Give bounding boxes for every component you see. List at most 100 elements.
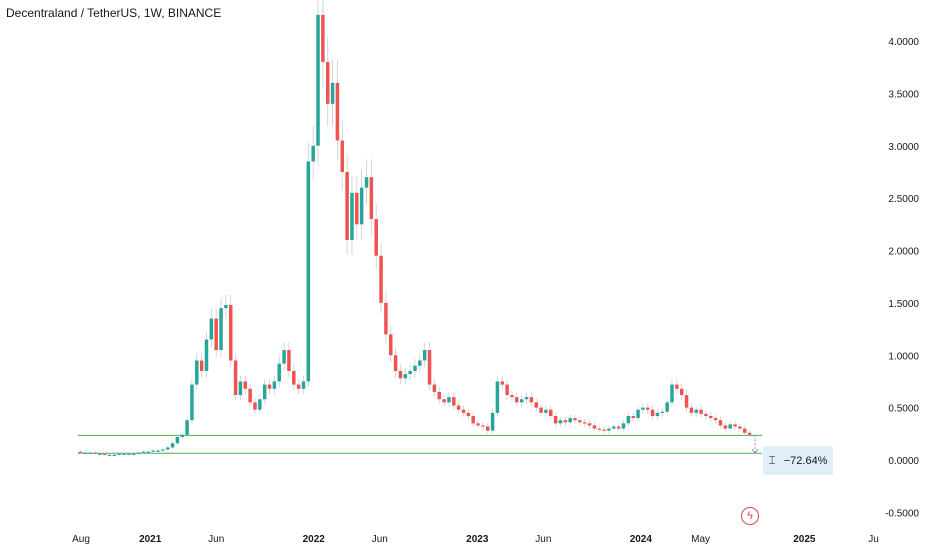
candle-body — [718, 420, 723, 426]
candle-body — [524, 397, 529, 400]
candle-body — [529, 397, 534, 403]
candle-body — [447, 397, 451, 403]
candle-body — [646, 407, 650, 410]
candle-body — [306, 161, 311, 382]
x-axis: Aug 2021 Jun 2022 Jun 2023 Jun 2024 May 2025 Ju — [72, 534, 879, 545]
measure-arrow — [751, 435, 759, 455]
candle-body — [495, 381, 500, 413]
candle-body — [660, 411, 665, 414]
candle-body — [175, 436, 180, 444]
horizontal-levels — [78, 434, 762, 454]
candle-body — [422, 350, 427, 361]
candle-body — [228, 304, 233, 361]
candle-body — [485, 426, 490, 431]
candle-body — [335, 82, 340, 141]
x-tick-label: May — [691, 534, 710, 545]
flash-icon[interactable]: ϟ — [741, 507, 759, 525]
candle-body — [165, 447, 170, 450]
candle-body — [287, 350, 291, 371]
candle-body — [321, 14, 325, 62]
candle-body — [481, 425, 485, 427]
candle-body — [311, 145, 315, 162]
candle-body — [636, 409, 640, 419]
x-tick-label: 2021 — [139, 534, 162, 545]
candle-body — [466, 412, 471, 417]
measure-readout: ⌶ −72.64% — [763, 446, 833, 475]
candle-body — [471, 416, 475, 424]
candle-body — [292, 370, 296, 385]
candle-body — [253, 402, 257, 410]
candle-body — [107, 454, 112, 456]
candle-body — [432, 384, 437, 392]
candle-body — [728, 424, 732, 429]
candle-body — [185, 420, 189, 435]
candle-body — [442, 399, 446, 403]
candle-body — [132, 453, 136, 455]
candle-body — [156, 450, 160, 452]
candle-body — [592, 425, 597, 429]
candle-body — [510, 395, 514, 398]
candle-body — [170, 443, 175, 448]
candle-body — [151, 450, 155, 452]
candle-body — [102, 453, 107, 455]
candle-body — [553, 416, 558, 424]
candle-body — [393, 355, 398, 371]
y-tick-label: 0.0000 — [888, 456, 919, 467]
candle-body — [626, 416, 631, 424]
x-tick-label: Jun — [208, 534, 224, 545]
candle-body — [408, 370, 412, 375]
candle-body — [398, 370, 403, 379]
candle-body — [161, 449, 165, 451]
candle-body — [558, 420, 563, 424]
y-tick-label: 2.5000 — [888, 194, 919, 205]
x-tick-label: Ju — [868, 534, 879, 545]
candle-body — [665, 402, 669, 412]
candle-body — [578, 420, 582, 423]
candle-body — [689, 407, 694, 413]
candle-body — [340, 140, 345, 172]
candle-body — [670, 384, 674, 403]
candle-body — [418, 360, 422, 366]
x-tick-label: Aug — [72, 534, 90, 545]
candle-body — [490, 412, 495, 431]
candle-body — [679, 388, 684, 396]
y-tick-label: 3.5000 — [888, 89, 919, 100]
x-tick-label: 2023 — [466, 534, 489, 545]
candle-body — [587, 423, 592, 426]
candle-body — [738, 426, 742, 429]
candle-body — [122, 453, 126, 455]
candle-body — [296, 384, 301, 389]
x-tick-label: Jun — [535, 534, 551, 545]
candle-body — [195, 360, 199, 385]
candle-body — [243, 381, 248, 389]
candle-body — [330, 82, 335, 104]
candle-body — [655, 412, 660, 417]
candle-body — [389, 334, 393, 356]
candle-body — [733, 424, 737, 427]
candle-body — [267, 384, 272, 389]
candle-body — [500, 381, 505, 385]
y-axis: 4.0000 3.5000 3.0000 2.5000 2.0000 1.5000 1.00… — [885, 37, 919, 519]
candle-body — [350, 192, 354, 241]
candle-body — [83, 452, 88, 454]
candle-body — [272, 381, 277, 389]
candle-body — [190, 384, 194, 421]
candle-body — [146, 451, 151, 453]
candle-body — [78, 451, 83, 453]
candle-body — [282, 350, 286, 364]
candle-body — [568, 418, 572, 423]
candle-body — [258, 399, 262, 410]
candle-body — [602, 429, 606, 431]
candle-body — [180, 434, 184, 437]
y-tick-label: 3.0000 — [888, 142, 919, 153]
candle-body — [199, 360, 204, 371]
candle-body — [650, 409, 655, 417]
candle-body — [607, 428, 611, 431]
candle-body — [582, 422, 587, 424]
candle-body — [204, 339, 209, 371]
y-tick-label: 0.5000 — [888, 404, 919, 415]
candle-body — [345, 171, 349, 241]
candle-body — [214, 318, 218, 351]
candle-body — [597, 428, 602, 430]
